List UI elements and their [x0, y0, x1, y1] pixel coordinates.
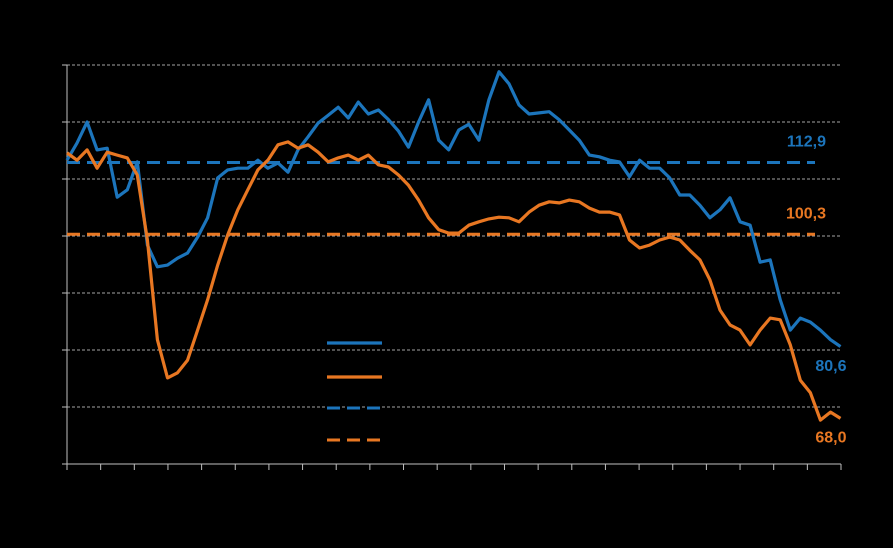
- reference-label: 112,9: [787, 134, 826, 151]
- series-line: [65, 70, 842, 348]
- series-line: [66, 140, 842, 422]
- end-label: 68,0: [815, 430, 846, 447]
- end-label: 80,6: [815, 358, 846, 375]
- reference-label: 100,3: [786, 206, 826, 223]
